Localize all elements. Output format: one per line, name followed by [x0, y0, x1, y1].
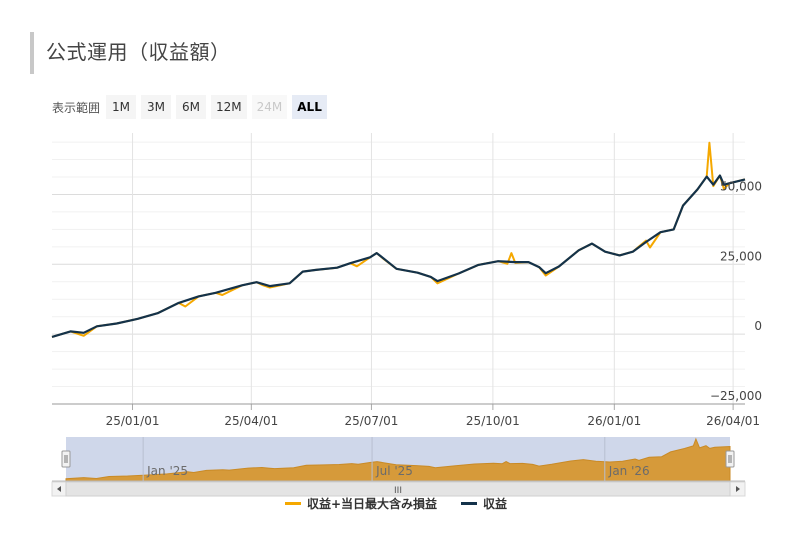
y-tick-label: 25,000 [720, 249, 762, 263]
navigator-area [65, 437, 731, 482]
x-tick-label: 25/01/01 [106, 414, 160, 428]
range-button-24m[interactable]: 24M [251, 95, 288, 119]
handle-body [61, 450, 71, 468]
navigator[interactable]: Jan '25 Jul '25 Jan '26 III [51, 437, 746, 497]
series-line-profit [51, 174, 746, 338]
navigator-handle-left[interactable] [61, 450, 71, 468]
navigator-scrollbar[interactable]: III [51, 481, 746, 497]
range-button-12m[interactable]: 12M [211, 95, 247, 119]
navigator-label: Jan '26 [608, 464, 650, 478]
scroll-right-arrow-icon[interactable] [736, 486, 740, 492]
scrollbar-grip: III [394, 486, 402, 496]
legend: 収益+当日最大含み損益 収益 [0, 495, 792, 512]
legend-swatch-max [284, 502, 301, 505]
x-tick-label: 25/07/01 [344, 414, 398, 428]
x-tick-label: 26/01/01 [587, 414, 641, 428]
range-button-1m[interactable]: 1M [106, 95, 137, 119]
navigator-handle-right[interactable] [725, 450, 735, 468]
legend-swatch-profit [461, 502, 478, 505]
legend-label-max: 収益+当日最大含み損益 [306, 497, 438, 511]
title-bar: 公式運用（収益額） [30, 32, 230, 74]
main-axes: 25/01/01 25/04/01 25/07/01 25/10/01 26/01/01… [52, 179, 762, 428]
range-selector: 表示範囲 1M 3M 6M 12M 24M ALL [52, 94, 332, 120]
navigator-label: Jan '25 [146, 464, 188, 478]
legend-label-profit: 収益 [483, 497, 508, 511]
range-button-3m[interactable]: 3M [141, 95, 172, 119]
y-tick-label: 50,000 [720, 179, 762, 193]
x-tick-label: 25/10/01 [466, 414, 520, 428]
legend-item-max[interactable]: 収益+当日最大含み損益 [284, 495, 438, 512]
legend-item-profit[interactable]: 収益 [461, 495, 507, 512]
scrollbar-thumb[interactable] [65, 481, 731, 497]
scroll-left-arrow-icon[interactable] [57, 486, 61, 492]
range-button-all[interactable]: ALL [292, 95, 327, 119]
page-title: 公式運用（収益額） [46, 40, 231, 64]
range-selector-label: 表示範囲 [52, 100, 101, 115]
series-line-max [51, 141, 746, 338]
handle-body [725, 450, 735, 468]
navigator-label: Jul '25 [375, 464, 413, 478]
y-tick-label: −25,000 [710, 389, 762, 403]
x-tick-label: 26/04/01 [706, 414, 760, 428]
range-button-6m[interactable]: 6M [176, 95, 207, 119]
y-tick-label: 0 [754, 319, 762, 333]
x-tick-label: 25/04/01 [224, 414, 278, 428]
main-series [51, 141, 746, 338]
